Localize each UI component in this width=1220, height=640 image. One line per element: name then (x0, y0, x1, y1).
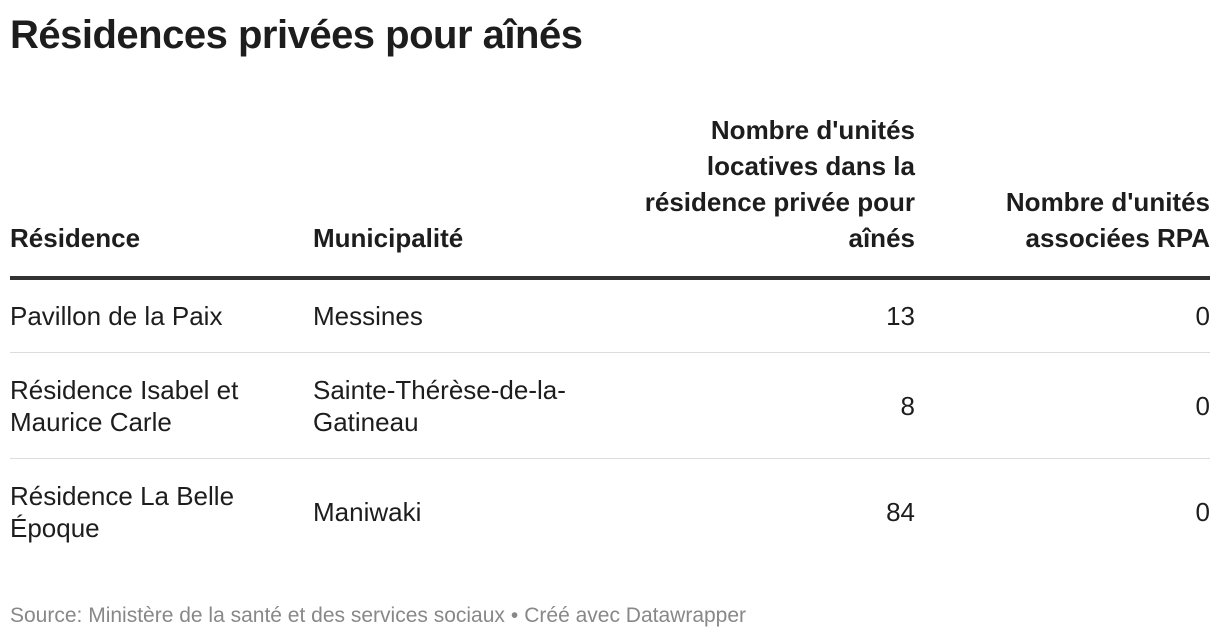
table-row: Résidence La Belle Époque Maniwaki 84 0 (10, 459, 1210, 566)
table-row: Pavillon de la Paix Messines 13 0 (10, 278, 1210, 353)
cell-municipalite: Messines (313, 278, 615, 353)
cell-residence: Résidence La Belle Époque (10, 481, 235, 543)
column-header-municipalite: Municipalité (313, 112, 615, 280)
source-note: Source: Ministère de la santé et des ser… (10, 604, 505, 627)
cell-unites-locatives: 84 (886, 497, 915, 527)
datawrapper-credit-link[interactable]: Créé avec Datawrapper (524, 604, 747, 627)
table-body: Pavillon de la Paix Messines 13 0 Réside… (10, 278, 1210, 565)
column-header-unites-locatives: Nombre d'unités locatives dans la réside… (615, 112, 915, 280)
footer: Source: Ministère de la santé et des ser… (10, 602, 746, 630)
cell-unites-rpa: 0 (1195, 497, 1210, 527)
data-table: Résidence Municipalité Nombre d'unités l… (10, 112, 1210, 565)
cell-municipalite: Maniwaki (313, 497, 422, 527)
footer-separator: • (510, 604, 519, 627)
column-header-residence: Résidence (10, 112, 313, 280)
cell-unites-locatives: 8 (615, 352, 915, 459)
cell-unites-locatives: 13 (615, 278, 915, 353)
cell-unites-rpa: 0 (915, 278, 1210, 353)
table-row: Résidence Isabel et Maurice Carle Sainte… (10, 352, 1210, 459)
cell-unites-rpa: 0 (915, 352, 1210, 459)
cell-residence: Pavillon de la Paix (10, 278, 313, 353)
column-header-unites-rpa: Nombre d'unités associées RPA (915, 112, 1210, 280)
chart-title: Résidences privées pour aînés (10, 13, 583, 57)
cell-municipalite: Sainte-Thérèse-de-la-Gatineau (313, 352, 615, 459)
table-header: Résidence Municipalité Nombre d'unités l… (10, 112, 1210, 280)
header-row: Résidence Municipalité Nombre d'unités l… (10, 112, 1210, 280)
cell-residence: Résidence Isabel et Maurice Carle (10, 352, 313, 459)
